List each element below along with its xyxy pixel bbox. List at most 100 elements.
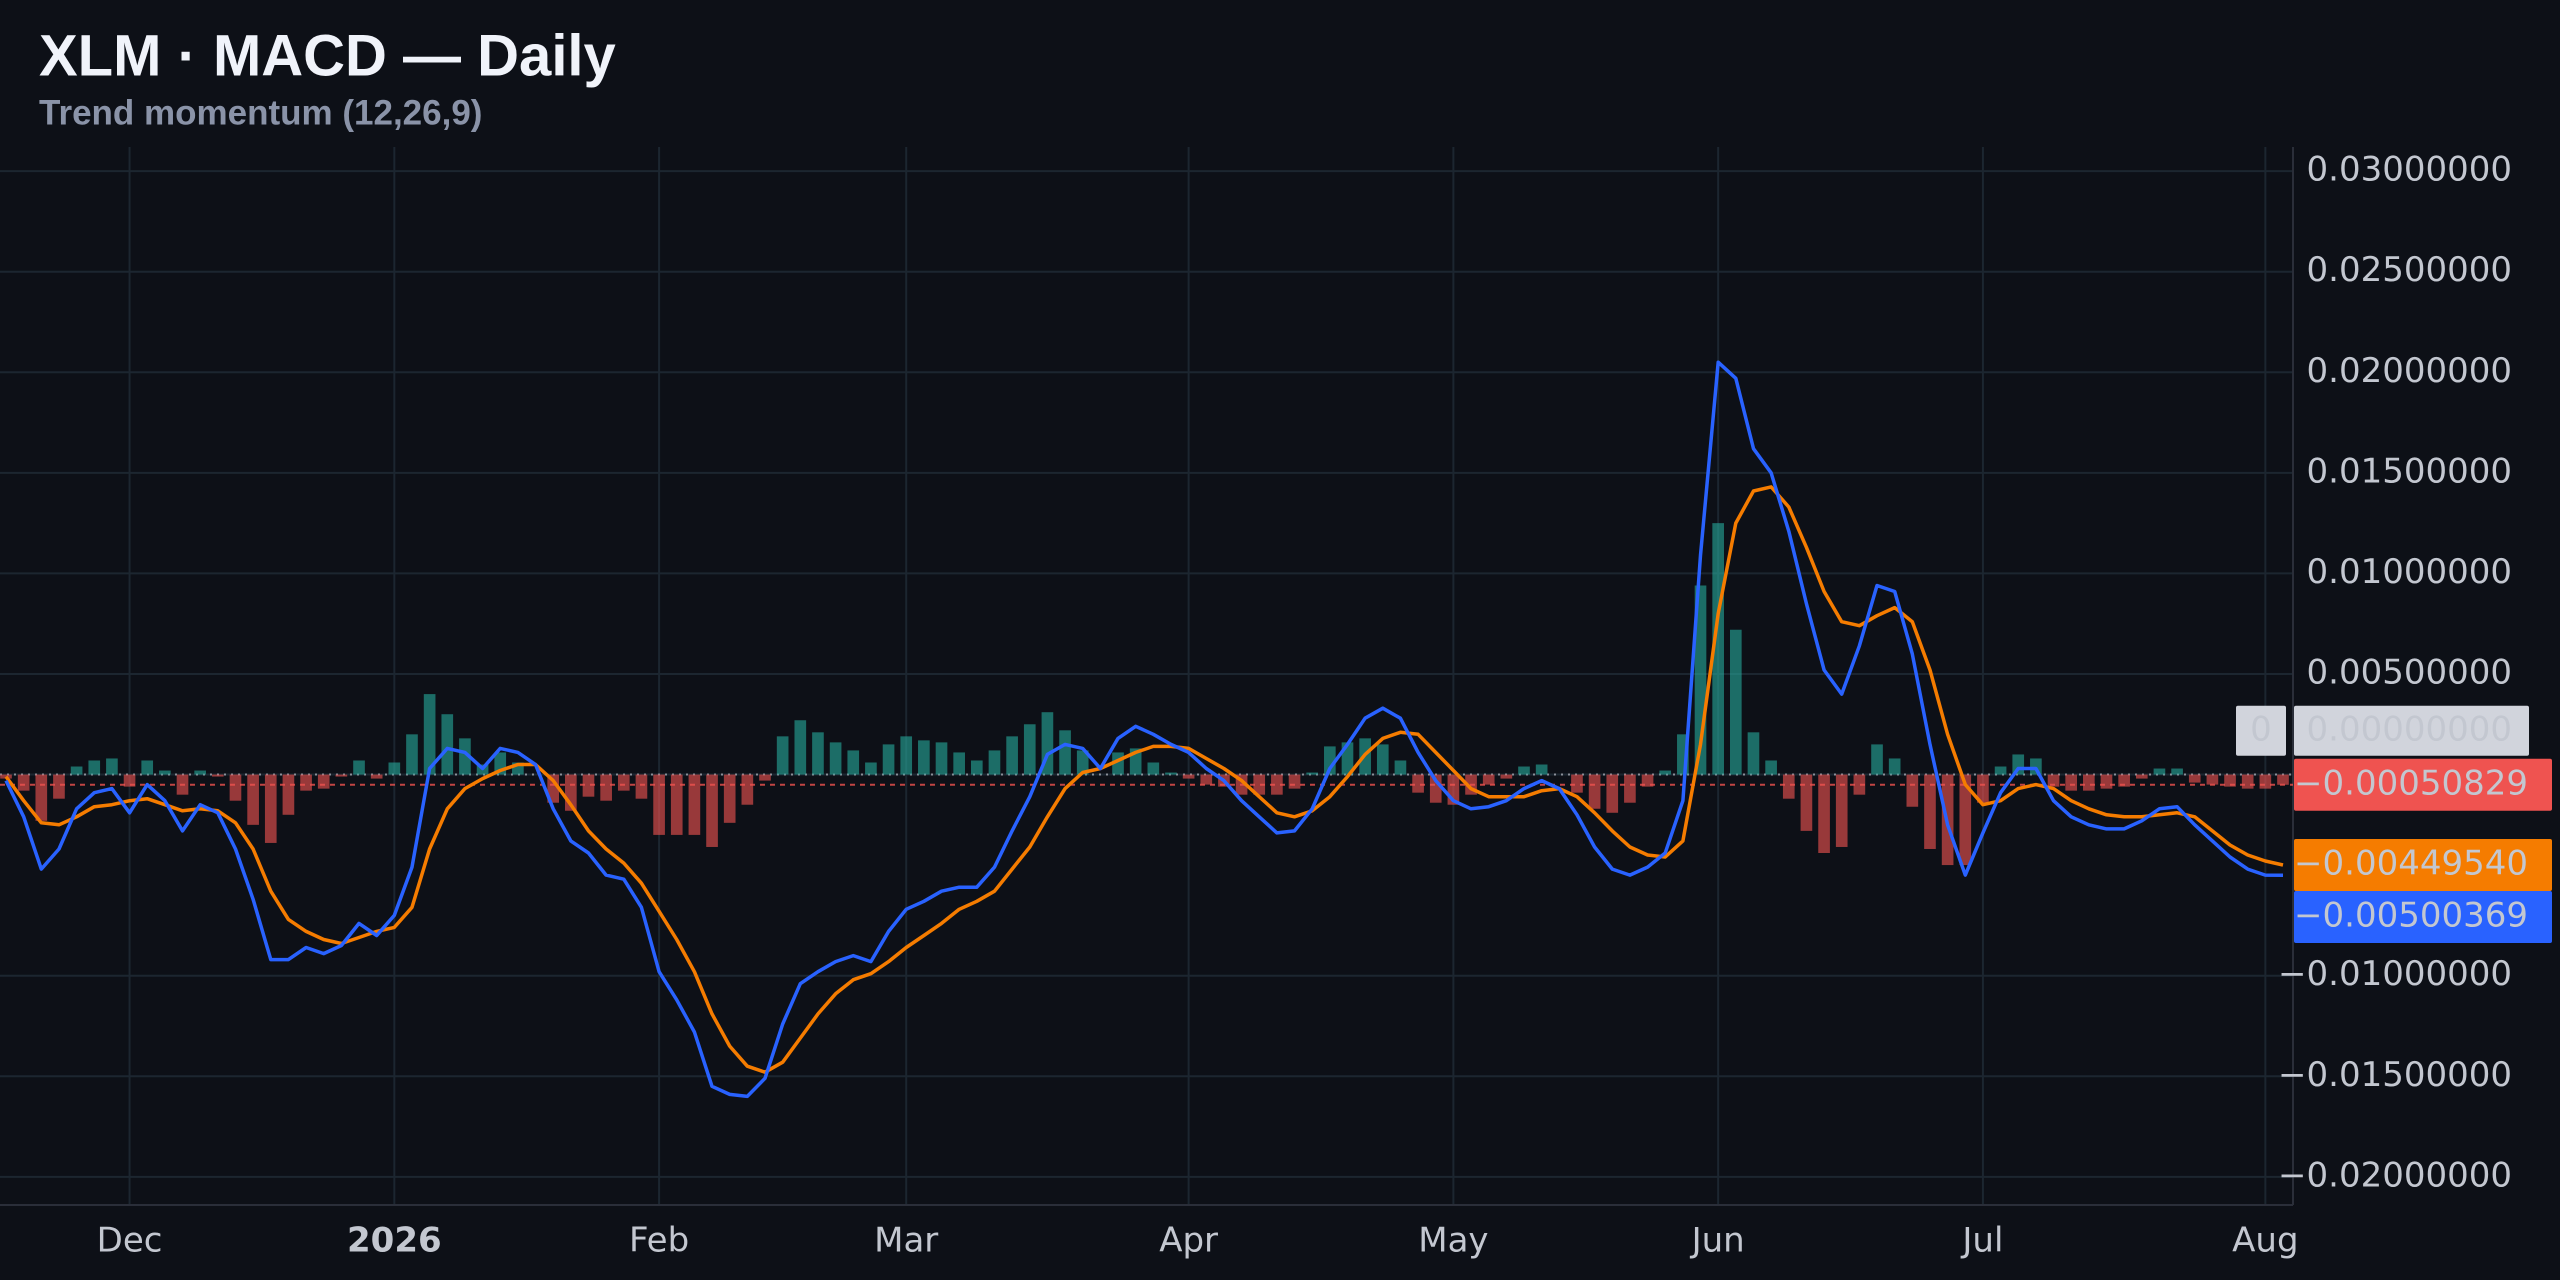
histogram-bar xyxy=(2277,774,2289,785)
histogram-bar xyxy=(1482,774,1495,785)
histogram-bar xyxy=(1023,724,1036,775)
histogram-bar xyxy=(264,774,277,843)
histogram-bar xyxy=(918,740,930,775)
histogram-bar xyxy=(1041,712,1054,775)
histogram xyxy=(0,523,2289,866)
histogram-bar xyxy=(776,736,789,775)
y-tick-label: −0.02000000 xyxy=(2278,1155,2512,1195)
histogram-bar xyxy=(1059,730,1071,775)
x-tick-label: Aug xyxy=(2232,1221,2298,1261)
histogram-bar xyxy=(211,774,224,777)
histogram-bar xyxy=(247,774,259,825)
histogram-bar xyxy=(1888,758,1901,775)
histogram-bar xyxy=(1571,774,1583,793)
y-tick-label: −0.01000000 xyxy=(2278,954,2512,994)
x-tick-label: 2026 xyxy=(347,1221,442,1261)
histogram-bar xyxy=(1782,774,1795,799)
histogram-bar xyxy=(935,742,948,775)
x-tick-label: May xyxy=(1418,1221,1488,1261)
histogram-bar xyxy=(829,742,842,775)
histogram-bar xyxy=(617,774,630,791)
histogram-bar xyxy=(441,714,454,775)
histogram-bar xyxy=(865,762,877,775)
histogram-bar xyxy=(600,774,612,801)
histogram-bar xyxy=(2083,774,2095,791)
chart-title: XLM · MACD — Daily xyxy=(39,23,616,88)
histogram-bar xyxy=(1994,766,2007,775)
histogram-bar xyxy=(1835,774,1848,847)
histogram-bar xyxy=(229,774,242,801)
histogram-bar xyxy=(159,770,171,775)
histogram-bar xyxy=(1853,774,1866,795)
histogram-bar xyxy=(2206,774,2219,785)
histogram-bar xyxy=(1429,774,1442,803)
y-tick-label: 0.02500000 xyxy=(2307,250,2513,290)
histogram-bar xyxy=(1800,774,1813,831)
histogram-bar xyxy=(759,774,771,781)
last-value-badge xyxy=(2294,890,2552,943)
x-tick-label: Jul xyxy=(1960,1221,2003,1261)
histogram-bar xyxy=(1200,774,1213,785)
histogram-bar xyxy=(106,758,118,775)
histogram-bar xyxy=(0,774,12,779)
histogram-bar xyxy=(847,750,860,775)
line xyxy=(4,485,2284,1074)
histogram-bar xyxy=(2047,774,2060,787)
histogram-bar xyxy=(547,774,560,803)
histogram-bar xyxy=(706,774,718,847)
zero-tag-box xyxy=(2236,705,2286,756)
histogram-bar xyxy=(88,760,101,775)
histogram-bar xyxy=(1906,774,1919,807)
histogram-bar xyxy=(388,762,401,775)
histogram-bar xyxy=(1112,752,1124,775)
histogram-bar xyxy=(635,774,648,799)
histogram-bar xyxy=(882,744,895,775)
histogram-bar xyxy=(194,770,206,775)
histogram-bar xyxy=(317,774,330,789)
histogram-bar xyxy=(1729,629,1742,775)
histogram-bar xyxy=(282,774,295,815)
y-tick-label: 0.03000000 xyxy=(2307,150,2513,190)
histogram-bar xyxy=(1341,742,1354,775)
histogram-bar xyxy=(1535,764,1548,775)
histogram-bar xyxy=(1712,523,1724,775)
histogram-bar xyxy=(1959,774,1972,866)
histogram-bar xyxy=(2065,774,2078,791)
histogram-bar xyxy=(35,774,48,821)
x-tick-label: Feb xyxy=(629,1221,689,1261)
zero-tag: 0 xyxy=(2250,709,2272,749)
histogram-bar xyxy=(1165,772,1177,775)
histogram-bar xyxy=(1747,732,1760,775)
histogram-bar xyxy=(653,774,665,835)
histogram-bar xyxy=(1006,736,1018,775)
last-value-label: −0.00050829 xyxy=(2294,763,2528,803)
y-tick-label: 0.00500000 xyxy=(2307,652,2513,692)
histogram-bar xyxy=(2012,754,2025,775)
last-value-label: −0.00449540 xyxy=(2294,843,2528,883)
histogram-bar xyxy=(1588,774,1601,809)
histogram-bar xyxy=(741,774,754,805)
histogram-bar xyxy=(723,774,736,823)
histogram-bar xyxy=(900,736,913,775)
histogram-bar xyxy=(812,732,824,775)
y-tick-label: 0.01000000 xyxy=(2307,552,2513,592)
chart-subtitle: Trend momentum (12,26,9) xyxy=(39,93,482,132)
histogram-bar xyxy=(1271,774,1283,795)
histogram-bar xyxy=(2135,774,2148,779)
histogram-bar xyxy=(353,760,365,775)
histogram-bar xyxy=(2259,774,2272,789)
histogram-bar xyxy=(1765,760,1777,775)
histogram-bar xyxy=(1394,760,1407,775)
histogram-bar xyxy=(1412,774,1424,793)
histogram-bar xyxy=(300,774,312,791)
histogram-bar xyxy=(988,750,1001,775)
histogram-bar xyxy=(2030,758,2042,775)
x-tick-label: Dec xyxy=(97,1221,163,1261)
histogram-bar xyxy=(2153,768,2166,775)
histogram-bar xyxy=(423,694,436,775)
last-value-badge xyxy=(2294,838,2552,891)
histogram-bar xyxy=(670,774,683,835)
histogram-bar xyxy=(459,738,471,775)
